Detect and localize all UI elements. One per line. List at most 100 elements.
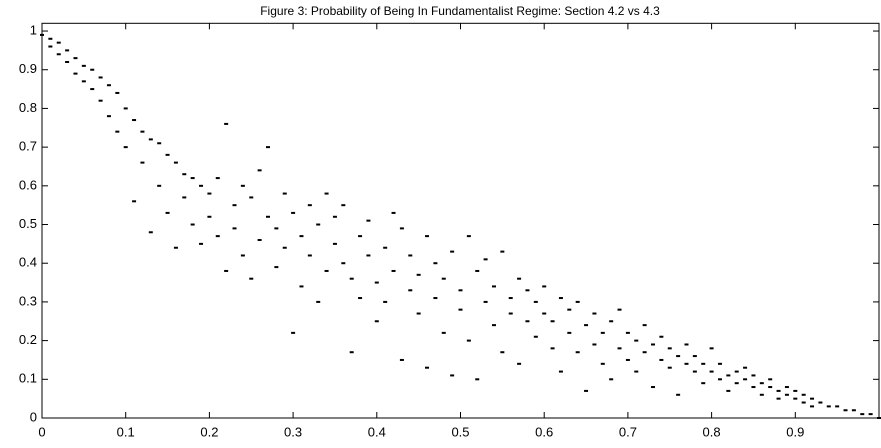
scatter-point	[358, 235, 363, 238]
scatter-point	[324, 192, 329, 195]
x-tick-label: 0.2	[200, 424, 218, 439]
scatter-point	[759, 393, 764, 396]
scatter-point	[207, 215, 212, 218]
scatter-point	[140, 130, 145, 133]
scatter-point	[282, 192, 287, 195]
scatter-point	[123, 146, 128, 149]
scatter-point	[667, 366, 672, 369]
scatter-point	[106, 115, 111, 118]
scatter-point	[48, 37, 53, 40]
scatter-point	[291, 211, 296, 214]
scatter-point	[425, 366, 430, 369]
scatter-point	[743, 378, 748, 381]
y-tick-label: 0	[30, 409, 37, 424]
scatter-point	[517, 277, 522, 280]
x-tick-label: 0.1	[117, 424, 135, 439]
scatter-point	[609, 320, 614, 323]
scatter-point	[592, 343, 597, 346]
scatter-point	[642, 351, 647, 354]
scatter-point	[416, 312, 421, 315]
plot-frame	[41, 22, 880, 419]
x-tick-label: 0.5	[451, 424, 469, 439]
scatter-point	[684, 343, 689, 346]
scatter-point	[399, 227, 404, 230]
y-tick-label: 0.3	[19, 293, 37, 308]
scatter-point	[148, 138, 153, 141]
scatter-point	[676, 393, 681, 396]
scatter-point	[408, 289, 413, 292]
scatter-point	[140, 161, 145, 164]
scatter-point	[826, 405, 831, 408]
scatter-point	[517, 362, 522, 365]
scatter-point	[441, 331, 446, 334]
scatter-point	[291, 331, 296, 334]
scatter-point	[692, 355, 697, 358]
scatter-point	[491, 324, 496, 327]
scatter-point	[224, 269, 229, 272]
x-tick-label: 0.6	[535, 424, 553, 439]
scatter-point	[584, 389, 589, 392]
scatter-point	[249, 196, 254, 199]
scatter-point	[810, 405, 815, 408]
scatter-point	[475, 378, 480, 381]
scatter-point	[257, 238, 262, 241]
scatter-point	[625, 331, 630, 334]
scatter-point	[224, 122, 229, 125]
scatter-point	[743, 366, 748, 369]
scatter-point	[374, 320, 379, 323]
scatter-point	[575, 300, 580, 303]
scatter-point	[282, 246, 287, 249]
scatter-point	[157, 142, 162, 145]
scatter-point	[73, 72, 78, 75]
scatter-point	[199, 184, 204, 187]
scatter-point	[692, 370, 697, 373]
scatter-point	[349, 351, 354, 354]
scatter-point	[784, 393, 789, 396]
scatter-point	[232, 227, 237, 230]
scatter-point	[659, 335, 664, 338]
scatter-point	[366, 254, 371, 257]
scatter-point	[433, 297, 438, 300]
scatter-point	[558, 297, 563, 300]
scatter-point	[717, 378, 722, 381]
scatter-point	[408, 254, 413, 257]
scatter-point	[65, 60, 70, 63]
scatter-point	[726, 374, 731, 377]
scatter-point	[567, 308, 572, 311]
scatter-point	[316, 300, 321, 303]
scatter-point	[759, 382, 764, 385]
scatter-point	[157, 184, 162, 187]
scatter-point	[575, 351, 580, 354]
scatter-point	[483, 258, 488, 261]
scatter-point	[860, 413, 865, 416]
scatter-point	[810, 397, 815, 400]
scatter-point	[801, 401, 806, 404]
scatter-point	[90, 68, 95, 71]
scatter-point	[190, 177, 195, 180]
scatter-point	[709, 347, 714, 350]
scatter-point	[667, 347, 672, 350]
y-tick-label: 0.5	[19, 216, 37, 231]
scatter-point	[508, 297, 513, 300]
scatter-point	[148, 231, 153, 234]
scatter-point	[533, 335, 538, 338]
scatter-point	[525, 320, 530, 323]
scatter-point	[106, 84, 111, 87]
scatter-point	[374, 281, 379, 284]
y-tick-label: 0.2	[19, 332, 37, 347]
y-tick-label: 1	[30, 22, 37, 37]
scatter-point	[441, 277, 446, 280]
scatter-point	[56, 53, 61, 56]
scatter-point	[391, 211, 396, 214]
scatter-point	[659, 358, 664, 361]
scatter-point	[533, 300, 538, 303]
scatter-point	[182, 173, 187, 176]
scatter-point	[165, 211, 170, 214]
scatter-point	[793, 389, 798, 392]
scatter-point	[307, 254, 312, 257]
scatter-point	[299, 235, 304, 238]
scatter-point	[207, 192, 212, 195]
x-tick-label: 0.7	[619, 424, 637, 439]
scatter-point	[475, 269, 480, 272]
